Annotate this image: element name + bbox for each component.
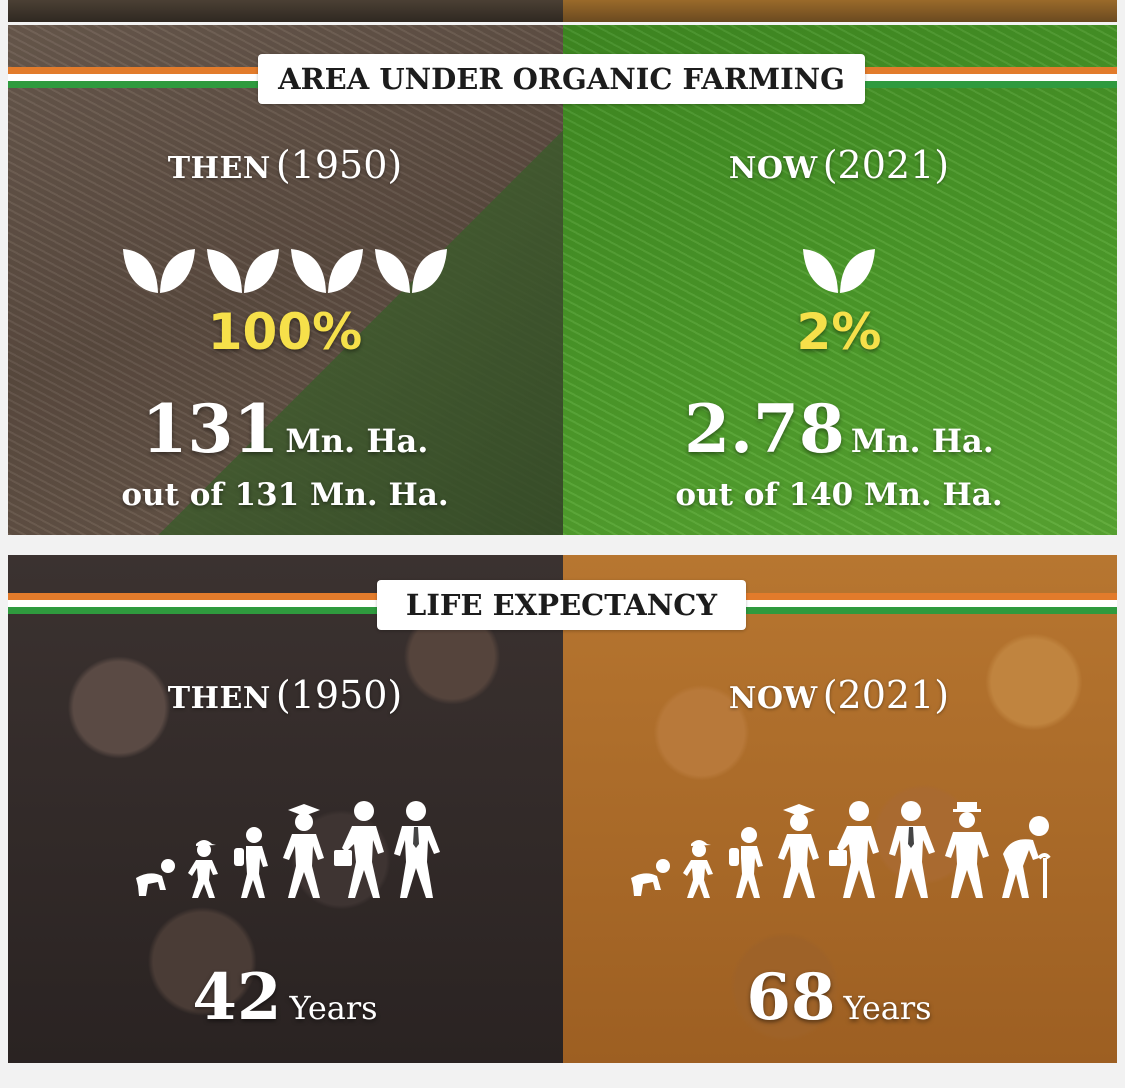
student-briefcase-icon [332,800,386,900]
leaf-icon [801,243,877,299]
then-years-unit: Years [289,989,378,1027]
child-cap-icon [184,836,224,900]
now-percent: 2% [796,303,882,361]
graduate-icon [775,802,821,900]
now-crowd-background [562,555,1117,1063]
now-year: (2021) [822,143,950,187]
then-area: 131 Mn. Ha. [8,390,562,468]
life-stage-figures [8,795,562,900]
section-title: LIFE EXPECTANCY [377,580,746,630]
now-years-value: 68 [746,960,836,1035]
then-percent: 100% [207,303,363,361]
then-life-expectancy: 42 Years [8,960,562,1035]
leaf-icon [121,243,197,299]
leaf-icon [289,243,365,299]
child-backpack-icon [725,826,769,900]
top-image-strip [8,0,1117,22]
then-year: (1950) [275,673,403,717]
adult-tie-icon [392,800,442,900]
adult-tie-icon [887,800,937,900]
leaf-icon [205,243,281,299]
then-crowd-background [8,555,563,1063]
crawling-baby-icon [623,856,673,900]
elderly-cane-icon [999,814,1055,900]
then-area-unit: Mn. Ha. [285,422,429,460]
student-briefcase-icon [827,800,881,900]
then-years-value: 42 [192,960,282,1035]
now-years-unit: Years [843,989,932,1027]
graduate-icon [280,802,326,900]
now-area-unit: Mn. Ha. [850,422,994,460]
then-heading: THEN (1950) [8,143,562,187]
life-stage-figures [562,795,1116,900]
elder-hat-icon [943,800,993,900]
child-cap-icon [679,836,719,900]
now-label: NOW [728,151,818,186]
then-label: THEN [167,681,271,716]
organic-farming-panel: AREA UNDER ORGANIC FARMING THEN (1950) 1… [8,25,1117,535]
section-title: AREA UNDER ORGANIC FARMING [258,54,865,104]
life-expectancy-panel: LIFE EXPECTANCY THEN (1950) 42 Years NOW … [8,555,1117,1063]
leaf-icon [373,243,449,299]
now-area-value: 2.78 [684,390,845,468]
crawling-baby-icon [128,856,178,900]
now-heading: NOW (2021) [562,673,1116,717]
then-out-of: out of 131 Mn. Ha. [121,477,449,513]
then-year: (1950) [275,143,403,187]
now-field-background [562,25,1117,535]
then-field-background [8,25,563,535]
leaf-icon-row [562,243,1116,299]
then-area-value: 131 [141,390,280,468]
then-label: THEN [167,151,271,186]
now-year: (2021) [822,673,950,717]
now-out-of: out of 140 Mn. Ha. [675,477,1003,513]
now-life-expectancy: 68 Years [562,960,1116,1035]
child-backpack-icon [230,826,274,900]
then-heading: THEN (1950) [8,673,562,717]
now-label: NOW [728,681,818,716]
now-heading: NOW (2021) [562,143,1116,187]
now-area: 2.78 Mn. Ha. [562,390,1116,468]
leaf-icon-row [8,243,562,299]
